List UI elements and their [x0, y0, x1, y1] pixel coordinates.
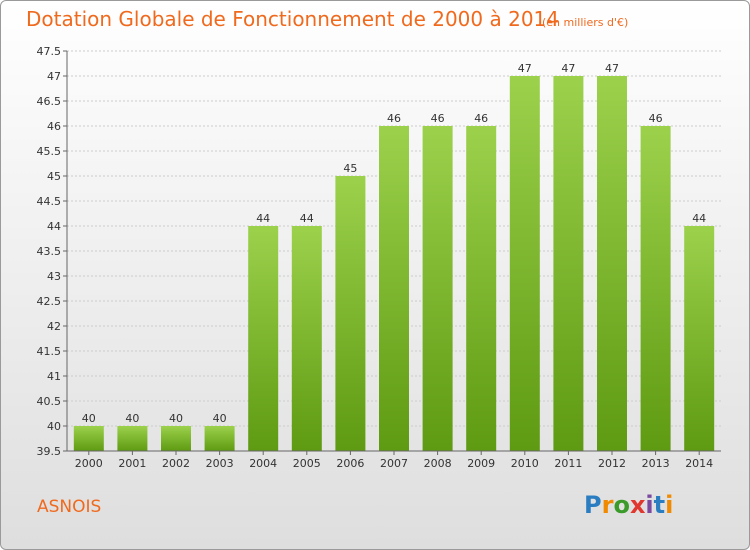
y-tick-label: 47 [47, 70, 61, 83]
proxiti-logo[interactable]: Proxiti [584, 491, 673, 519]
y-tick-label: 44 [47, 220, 61, 233]
data-label: 47 [605, 62, 619, 75]
y-tick-label: 43 [47, 270, 61, 283]
data-label: 40 [125, 412, 139, 425]
data-label: 45 [343, 162, 357, 175]
bar-2008 [422, 126, 453, 451]
data-label: 44 [692, 212, 706, 225]
logo-letter: o [613, 491, 630, 519]
y-tick-label: 45.5 [37, 145, 62, 158]
y-tick-label: 44.5 [37, 195, 62, 208]
x-tick-label: 2002 [162, 457, 190, 470]
y-tick-label: 46 [47, 120, 61, 133]
data-label: 40 [82, 412, 96, 425]
data-label: 40 [213, 412, 227, 425]
logo-letter: i [665, 491, 674, 519]
x-tick-label: 2005 [293, 457, 321, 470]
bar-2007 [379, 126, 409, 451]
axes: 39.5 40 40.5 41 41.5 42 42.5 43 43.5 44 44.5 45 45.5… [37, 45, 721, 470]
y-tick-label: 41 [47, 370, 61, 383]
bar-2012 [597, 76, 627, 451]
bar-2006 [335, 176, 366, 451]
bar-2011 [553, 76, 584, 451]
x-tick-label: 2013 [642, 457, 670, 470]
data-label: 44 [300, 212, 314, 225]
y-tick-label: 43.5 [37, 245, 62, 258]
x-tick-label: 2014 [685, 457, 713, 470]
y-tick-label: 47.5 [37, 45, 62, 58]
chart-subtitle: (en milliers d'€) [542, 16, 629, 29]
y-tick-label: 40 [47, 420, 61, 433]
data-label: 44 [256, 212, 270, 225]
x-tick-label: 2004 [249, 457, 277, 470]
y-tick-label: 45 [47, 170, 61, 183]
bar-2013 [640, 126, 671, 451]
x-tick-label: 2006 [336, 457, 364, 470]
y-tick-label: 40.5 [37, 395, 62, 408]
x-tick-label: 2009 [467, 457, 495, 470]
data-label: 46 [649, 112, 663, 125]
bar-2000 [73, 426, 104, 451]
bar-2004 [248, 226, 279, 451]
data-label: 47 [518, 62, 532, 75]
y-tick-label: 39.5 [37, 445, 62, 458]
x-tick-label: 2012 [598, 457, 626, 470]
y-tick-label: 42 [47, 320, 61, 333]
x-tick-label: 2008 [424, 457, 452, 470]
data-label: 46 [431, 112, 445, 125]
bar-2010 [509, 76, 540, 451]
data-label: 40 [169, 412, 183, 425]
x-tick-label: 2001 [118, 457, 146, 470]
data-label: 47 [561, 62, 575, 75]
bar-2005 [291, 226, 322, 451]
commune-name: ASNOIS [37, 497, 102, 517]
logo-letter: i [645, 491, 654, 519]
x-tick-label: 2007 [380, 457, 408, 470]
x-tick-label: 2000 [75, 457, 103, 470]
bar-2003 [204, 426, 235, 451]
y-tick-label: 41.5 [37, 345, 62, 358]
data-label: 46 [387, 112, 401, 125]
bar-2002 [161, 426, 191, 451]
x-tick-label: 2011 [554, 457, 582, 470]
data-label: 46 [474, 112, 488, 125]
bar-2009 [466, 126, 497, 451]
logo-letter: P [584, 491, 602, 519]
logo-letter: r [601, 491, 614, 519]
bar-2014 [684, 226, 715, 451]
logo-letter: t [653, 491, 666, 519]
y-tick-label: 46.5 [37, 95, 62, 108]
logo-letter: x [629, 491, 646, 519]
chart-title: Dotation Globale de Fonctionnement de 20… [26, 7, 559, 31]
y-tick-label: 42.5 [37, 295, 62, 308]
bars: 40 40 40 40 44 44 45 46 46 46 47 47 47 46 44 [73, 62, 715, 451]
x-tick-label: 2010 [511, 457, 539, 470]
x-tick-label: 2003 [206, 457, 234, 470]
bar-2001 [117, 426, 148, 451]
